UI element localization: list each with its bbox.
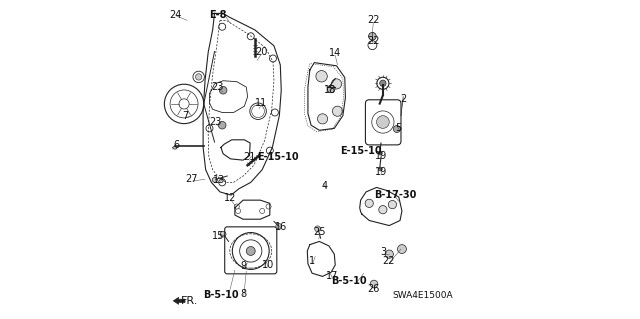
Circle shape (266, 204, 271, 209)
Text: E-15-10: E-15-10 (340, 145, 381, 156)
Text: 2: 2 (400, 93, 406, 104)
Text: 8: 8 (240, 288, 246, 299)
Text: SWA4E1500A: SWA4E1500A (392, 291, 452, 300)
Circle shape (365, 199, 373, 207)
Circle shape (246, 247, 255, 256)
Circle shape (317, 114, 328, 124)
Text: 10: 10 (262, 260, 274, 270)
Circle shape (369, 33, 376, 40)
Circle shape (260, 208, 265, 213)
Circle shape (220, 231, 226, 237)
Text: 24: 24 (170, 10, 182, 20)
Circle shape (219, 179, 226, 186)
Circle shape (315, 226, 320, 232)
Text: B-5-10: B-5-10 (332, 276, 367, 286)
Text: 22: 22 (367, 15, 380, 26)
Polygon shape (172, 146, 177, 149)
Text: 25: 25 (313, 227, 326, 237)
Circle shape (218, 122, 226, 129)
Text: 20: 20 (255, 47, 268, 57)
Text: 1: 1 (309, 256, 315, 265)
Text: 12: 12 (224, 193, 237, 203)
Text: 27: 27 (185, 174, 198, 184)
Text: 26: 26 (367, 284, 380, 294)
Text: 3: 3 (380, 247, 386, 257)
Circle shape (220, 86, 227, 94)
Circle shape (397, 245, 406, 254)
Text: 22: 22 (382, 256, 394, 265)
Circle shape (195, 74, 202, 80)
Circle shape (316, 70, 327, 82)
Polygon shape (173, 297, 185, 304)
Text: B-17-30: B-17-30 (374, 190, 417, 200)
Circle shape (236, 208, 241, 213)
Circle shape (266, 147, 273, 154)
Circle shape (247, 33, 254, 40)
Text: 16: 16 (275, 222, 287, 232)
Circle shape (332, 79, 342, 89)
Text: 13: 13 (213, 175, 225, 185)
Circle shape (388, 200, 397, 209)
Text: 22: 22 (367, 36, 380, 46)
Text: E-15-10: E-15-10 (257, 152, 299, 162)
Text: 11: 11 (255, 98, 268, 108)
Circle shape (370, 280, 378, 288)
Text: FR.: FR. (181, 296, 198, 306)
Circle shape (376, 116, 389, 128)
Circle shape (206, 125, 213, 132)
Circle shape (269, 55, 276, 62)
Text: E-8: E-8 (209, 10, 227, 20)
Circle shape (327, 85, 335, 93)
Circle shape (378, 151, 382, 155)
Circle shape (234, 204, 239, 209)
Text: B-5-10: B-5-10 (203, 290, 239, 300)
Circle shape (271, 109, 278, 116)
Text: 15: 15 (212, 231, 224, 241)
Text: 21: 21 (243, 152, 255, 162)
Text: 5: 5 (396, 123, 402, 133)
Text: 23: 23 (210, 117, 222, 127)
Circle shape (385, 250, 394, 258)
Text: 4: 4 (322, 182, 328, 191)
Circle shape (380, 80, 386, 86)
Text: 19: 19 (375, 167, 387, 177)
Circle shape (212, 177, 218, 182)
Text: 18: 18 (324, 85, 336, 95)
Circle shape (219, 23, 226, 30)
Circle shape (276, 223, 282, 229)
Circle shape (332, 106, 342, 116)
Text: 23: 23 (212, 82, 224, 92)
Text: 7: 7 (182, 111, 188, 121)
Circle shape (379, 205, 387, 214)
Text: 19: 19 (375, 151, 387, 161)
Text: 6: 6 (173, 140, 179, 150)
Text: 17: 17 (326, 271, 339, 281)
Text: 14: 14 (329, 48, 341, 58)
Text: 9: 9 (240, 261, 246, 271)
Circle shape (394, 125, 401, 132)
Circle shape (378, 167, 382, 171)
